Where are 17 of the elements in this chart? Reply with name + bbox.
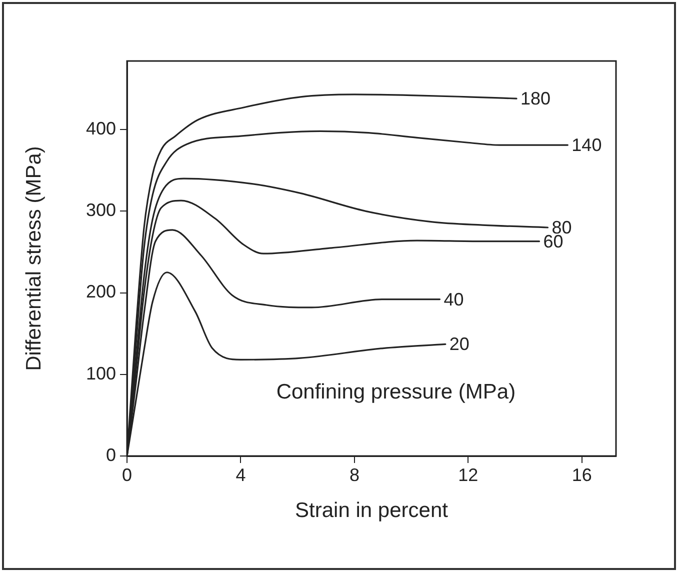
y-tick-label: 0 (106, 444, 116, 465)
x-tick-label: 8 (349, 464, 360, 485)
x-axis-title: Strain in percent (295, 499, 448, 522)
y-axis-title: Differential stress (MPa) (22, 146, 46, 371)
series-label: 140 (572, 135, 602, 156)
legend-title: Confining pressure (MPa) (276, 380, 516, 404)
y-tick-label: 400 (86, 118, 116, 139)
series-label: 20 (449, 334, 470, 354)
y-tick-label: 200 (86, 282, 116, 302)
y-tick-label: 100 (86, 363, 116, 384)
x-tick-label: 12 (458, 464, 478, 485)
series-label: 40 (444, 289, 464, 310)
x-tick-label: 0 (122, 464, 132, 485)
x-tick-label: 16 (572, 464, 592, 485)
series-label: 180 (520, 88, 551, 109)
x-tick-label: 4 (236, 464, 246, 485)
y-tick-label: 300 (86, 200, 116, 220)
